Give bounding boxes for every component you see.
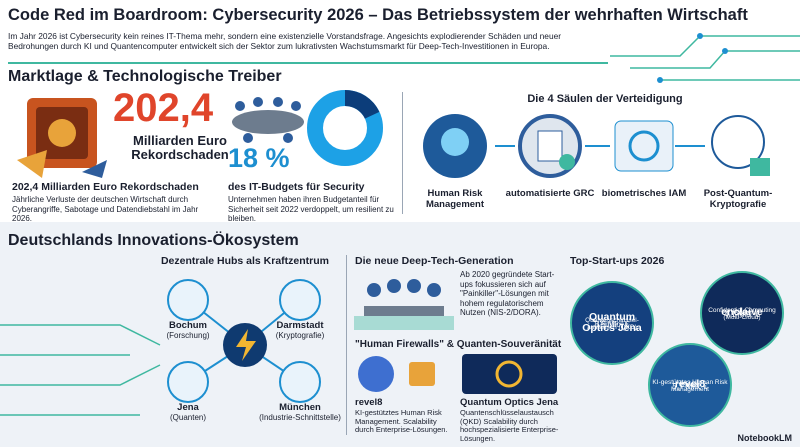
- startup-text: KI-gestütztes Human Risk Management: [652, 378, 728, 393]
- startup-bubble: Quantum Optics Jena Quantenschlüssel-aust…: [570, 281, 654, 365]
- deeptech-text: Ab 2020 gegründete Start-ups fokussieren…: [460, 270, 555, 318]
- startups-heading: Top-Start-ups 2026: [570, 255, 665, 267]
- pillar-label: automatisierte GRC: [505, 188, 595, 199]
- startup-bubble: revel8 KI-gestütztes Human Risk Managemen…: [648, 343, 732, 427]
- startup-amount: 4,1 Mio. €: [724, 309, 760, 319]
- donut: [307, 90, 383, 166]
- startup-name: enclaive: [721, 306, 763, 319]
- pillar-label: Human Risk Management: [425, 188, 485, 210]
- intro: Im Jahr 2026 ist Cybersecurity kein rein…: [8, 31, 562, 52]
- section-heading: Deutschlands Innovations-Ökosystem: [8, 232, 299, 249]
- hub-focus: (Forschung): [166, 331, 210, 340]
- hub-focus: (Industrie-Schnittstelle): [259, 413, 341, 422]
- hubs-heading: Dezentrale Hubs als Kraftzentrum: [160, 255, 330, 267]
- damage-unit: Milliarden Euro Rekordschaden: [131, 133, 229, 163]
- boardroom-icon: [232, 97, 304, 143]
- startup-name: revel8: [674, 378, 706, 391]
- hub-focus: (Kryptografie): [275, 331, 325, 340]
- firewall-text: Quantenschlüsselaustausch (QKD) Scalabil…: [460, 408, 559, 443]
- firewall-name: revel8: [355, 397, 383, 408]
- startup-amount: 8,5 Mio. €: [594, 319, 630, 329]
- deeptech-heading: Die neue Deep-Tech-Generation: [355, 255, 514, 267]
- startup-text: Confidential Computing (Multi-Cloud): [708, 306, 776, 321]
- hub-city: Bochum: [169, 320, 207, 331]
- donut-share: [344, 90, 380, 120]
- pillars-heading: Die 4 Säulen der Verteidigung: [527, 93, 683, 105]
- firewall-icons: [358, 354, 557, 394]
- circuit-decoration: [610, 33, 800, 83]
- divider: [8, 62, 608, 64]
- startup-round: (Seed): [680, 381, 700, 389]
- damage-title: 202,4 Milliarden Euro Rekordschaden: [12, 181, 199, 193]
- hub-network: [0, 279, 321, 416]
- startup-round: (Series A): [597, 319, 627, 327]
- brand: NotebookLM: [737, 433, 793, 443]
- divider: [402, 92, 403, 214]
- pillar-icons: [423, 114, 770, 178]
- pillar-label: biometrisches IAM: [601, 188, 687, 199]
- section-heading: Marktlage & Technologische Treiber: [8, 68, 282, 85]
- hub-city: Jena: [177, 402, 199, 413]
- firewall-text: KI-gestütztes Human Risk Management. Sca…: [355, 408, 448, 435]
- hub-focus: (Quanten): [169, 413, 207, 422]
- title: Code Red im Boardroom: Cybersecurity 202…: [8, 6, 748, 24]
- budget-text: Unternehmen haben ihren Budgetanteil für…: [228, 195, 394, 224]
- damage-text: Jährliche Verluste der deutschen Wirtsch…: [12, 195, 199, 224]
- hub-city: München: [279, 402, 321, 413]
- divider: [346, 255, 347, 435]
- startup-amount: 5,7 Mio. €: [672, 381, 708, 391]
- pillar-label: Post-Quantum-Kryptografie: [703, 188, 773, 210]
- hub-city: Darmstadt: [276, 320, 324, 331]
- team-illustration: [354, 279, 454, 330]
- startup-text: Quantenschlüssel-austausch (QKD): [585, 316, 639, 331]
- firewalls-heading: "Human Firewalls" & Quanten-Souveränität: [355, 339, 562, 350]
- startup-name: Quantum Optics Jena: [582, 310, 642, 334]
- startup-round: (Seed): [732, 309, 752, 317]
- vault-icon: [17, 98, 107, 178]
- firewall-name: Quantum Optics Jena: [460, 397, 559, 408]
- budget-figure: 18 %: [228, 143, 290, 173]
- startup-bubble: enclaive Confidential Computing (Multi-Cl…: [700, 271, 784, 355]
- budget-title: des IT-Budgets für Security: [228, 181, 365, 193]
- damage-figure: 202,4: [113, 86, 214, 130]
